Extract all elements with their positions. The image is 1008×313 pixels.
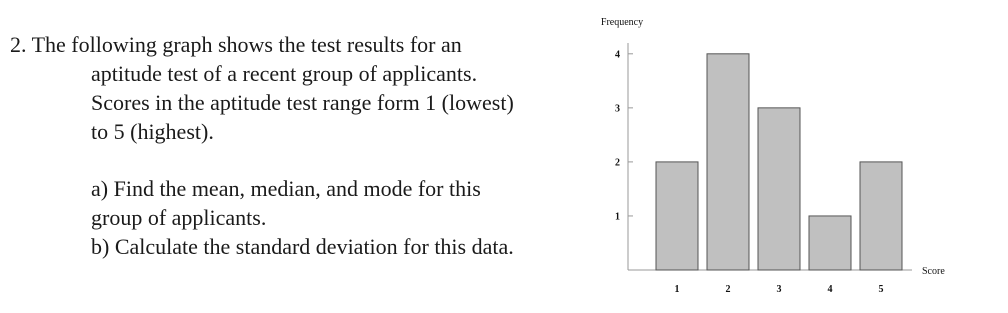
y-tick-label: 2 [615, 157, 620, 168]
y-tick-label: 4 [615, 49, 620, 60]
x-tick-label: 2 [726, 284, 731, 295]
y-tick-label: 1 [615, 211, 620, 222]
x-tick-label: 1 [675, 284, 680, 295]
question-line: to 5 (highest). [91, 119, 214, 144]
bar [655, 161, 699, 271]
bar [859, 161, 903, 271]
x-tick-label: 5 [879, 284, 884, 295]
question-line: Scores in the aptitude test range form 1… [91, 90, 514, 115]
question-line: 2. The following graph shows the test re… [10, 32, 462, 57]
x-tick-label: 4 [828, 284, 833, 295]
question-part-line: group of applicants. [91, 205, 266, 230]
y-tick-label: 3 [615, 103, 620, 114]
bar [757, 107, 801, 271]
x-tick-label: 3 [777, 284, 782, 295]
bar [706, 53, 750, 271]
x-axis-label: Score [922, 266, 945, 277]
y-axis-label: Frequency [601, 17, 643, 28]
question-part-line: b) Calculate the standard deviation for … [91, 234, 514, 259]
question-line: aptitude test of a recent group of appli… [91, 61, 477, 86]
bar [808, 215, 852, 271]
question-part-line: a) Find the mean, median, and mode for t… [91, 176, 481, 201]
